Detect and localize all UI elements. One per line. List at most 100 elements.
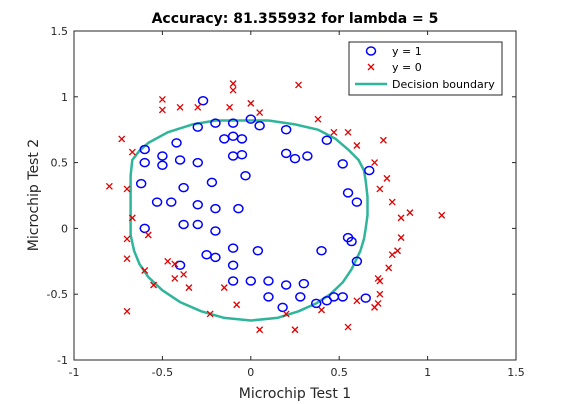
data-point-y1 [227, 243, 239, 253]
data-point-y1 [263, 276, 274, 286]
legend-box [348, 41, 503, 96]
data-point-y1 [245, 276, 257, 286]
legend-marker-y0 [367, 63, 375, 71]
data-point-y1 [298, 278, 310, 289]
data-point-y0 [383, 174, 391, 182]
data-point-y1 [210, 118, 221, 128]
data-point-y1 [233, 203, 244, 214]
data-point-y1 [192, 219, 204, 230]
data-point-y1 [210, 226, 221, 236]
data-point-y1 [192, 157, 204, 168]
data-point-y0 [379, 136, 387, 144]
data-point-y1 [337, 292, 348, 302]
data-point-y1 [280, 124, 292, 135]
data-point-y0 [330, 128, 338, 136]
data-point-y0 [150, 281, 158, 289]
y-tick-label: 1 [61, 91, 68, 104]
x-tick-label: 0.5 [330, 366, 348, 379]
data-point-y0 [229, 86, 237, 94]
data-point-y1 [245, 114, 257, 124]
data-point-y1 [192, 199, 204, 210]
y-tick-label: 0 [61, 222, 68, 235]
data-point-y1 [342, 188, 354, 198]
data-point-y0 [385, 264, 393, 272]
data-point-y0 [185, 284, 193, 292]
data-point-y1 [151, 197, 163, 207]
data-point-y0 [394, 247, 402, 255]
data-point-y1 [227, 118, 239, 128]
data-point-y0 [164, 257, 172, 265]
x-tick-label: 0 [247, 366, 254, 379]
data-point-y1 [206, 177, 218, 188]
data-point-y0 [220, 284, 228, 292]
data-point-y1 [240, 171, 251, 181]
data-point-y0 [141, 267, 149, 274]
data-point-y0 [371, 303, 379, 311]
y-tick-label: 0.5 [51, 157, 69, 170]
data-point-y0 [176, 103, 184, 111]
chart-title: Accuracy: 81.355932 for lambda = 5 [152, 11, 439, 27]
legend-label: y = 1 [392, 45, 422, 58]
data-point-y1 [171, 138, 182, 148]
data-point-y1 [280, 148, 292, 159]
data-point-y1 [135, 178, 147, 189]
x-axis-label: Microchip Test 1 [239, 386, 351, 402]
data-point-y0 [282, 310, 290, 318]
data-point-y0 [194, 103, 202, 111]
data-point-y0 [118, 135, 126, 143]
data-point-y1 [210, 252, 221, 263]
y-tick-label: -0.5 [47, 288, 68, 301]
data-point-y0 [144, 231, 152, 239]
data-point-y0 [353, 142, 361, 149]
y-tick-label: 1.5 [51, 25, 69, 38]
data-point-y0 [105, 182, 113, 190]
data-point-y0 [229, 80, 237, 88]
data-point-y0 [123, 307, 131, 315]
data-point-y1 [364, 165, 375, 176]
data-point-y0 [123, 255, 131, 263]
data-point-y1 [227, 276, 239, 286]
data-point-y0 [171, 274, 179, 282]
x-tick-label: 1.5 [507, 366, 525, 379]
data-point-y0 [247, 99, 255, 107]
data-point-y0 [180, 271, 188, 278]
data-point-y0 [344, 128, 352, 136]
data-point-y1 [295, 292, 306, 302]
x-tick-label: -1 [69, 366, 80, 379]
data-point-y0 [158, 95, 166, 103]
decision-boundary-line [129, 119, 369, 322]
legend-label: Decision boundary [392, 78, 495, 91]
data-point-y0 [256, 109, 264, 117]
data-point-y1 [139, 144, 150, 155]
data-point-y1 [192, 122, 204, 132]
data-point-y1 [360, 293, 371, 303]
legend: y = 1 y = 0 Decision boundary [348, 41, 503, 96]
data-point-y0 [128, 148, 136, 156]
data-point-y1 [227, 151, 239, 161]
data-point-y0 [158, 106, 166, 114]
data-point-y1 [302, 151, 313, 161]
data-point-y0 [397, 234, 405, 242]
y-axis-label: Microchip Test 2 [26, 139, 42, 251]
data-point-y1 [236, 134, 248, 144]
data-point-y1 [139, 223, 150, 234]
data-point-y1 [178, 219, 189, 230]
data-point-y0 [388, 198, 396, 206]
data-point-y1 [178, 182, 189, 193]
data-point-y0 [128, 214, 136, 222]
data-point-y1 [227, 260, 239, 270]
data-point-y1 [263, 292, 274, 302]
data-point-y1 [310, 298, 322, 309]
data-point-y1 [139, 157, 150, 168]
legend-label: y = 0 [392, 61, 422, 74]
data-point-y1 [321, 135, 333, 145]
data-point-y0 [438, 211, 446, 219]
data-point-y1 [174, 155, 186, 165]
data-point-y1 [210, 203, 221, 214]
data-point-y0 [233, 301, 241, 309]
data-point-y0 [406, 209, 414, 217]
data-point-y0 [353, 297, 361, 305]
data-point-y0 [123, 235, 131, 243]
x-tick-label: -0.5 [152, 366, 173, 379]
